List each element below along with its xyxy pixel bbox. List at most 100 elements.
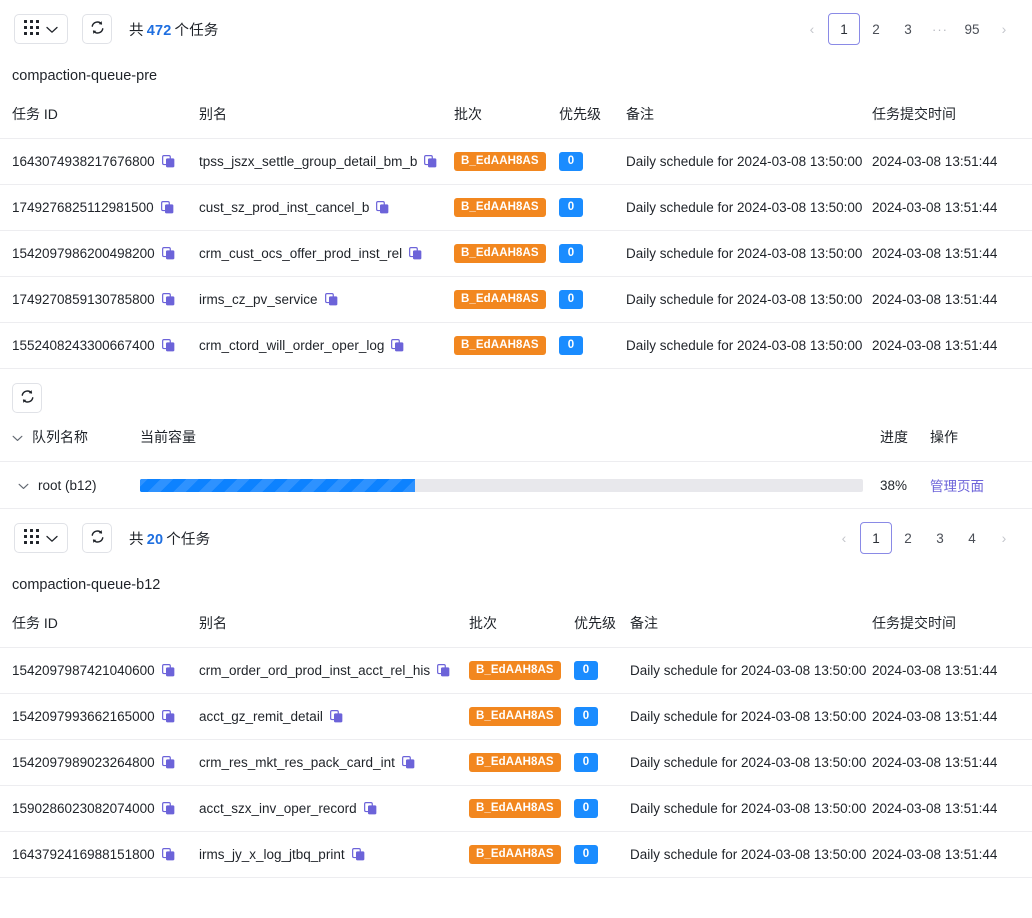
task-total-label: 共 472 个任务 — [129, 19, 219, 40]
pagination-page-2[interactable]: 2 — [872, 21, 880, 37]
cap-col-header-queue-name: 队列名称 — [0, 417, 140, 462]
grid-icon — [24, 20, 39, 38]
submit-time-value: 2024-03-08 13:51:44 — [872, 801, 998, 816]
task-id-value: 1643074938217676800 — [12, 154, 155, 169]
copy-icon[interactable] — [161, 848, 175, 861]
pagination-page-3[interactable]: 3 — [936, 530, 944, 546]
pagination-page-1[interactable]: 1 — [828, 13, 860, 45]
capacity-row[interactable]: root (b12) 38% 管理页面 — [0, 461, 1032, 509]
alias-value: irms_cz_pv_service — [199, 292, 318, 307]
table-row[interactable]: 1542097986200498200 crm_cust_ocs_offer_p… — [0, 230, 1032, 277]
pagination-prev-button[interactable]: ‹ — [809, 21, 815, 37]
manage-page-link[interactable]: 管理页面 — [930, 479, 984, 494]
pagination-page-4[interactable]: 4 — [968, 530, 976, 546]
copy-icon[interactable] — [329, 710, 343, 723]
copy-icon[interactable] — [376, 201, 389, 214]
table-row[interactable]: 1590286023082074000 acct_szx_inv_oper_re… — [0, 785, 1032, 832]
batch-badge: B_EdAAH8AS — [469, 706, 561, 727]
chevron-down-icon — [46, 531, 58, 546]
refresh-button-section-two[interactable] — [82, 523, 112, 553]
task-id-value: 1643792416988151800 — [12, 847, 155, 862]
pagination-page-2[interactable]: 2 — [904, 530, 912, 546]
remark-value: Daily schedule for 2024-03-08 13:50:00 — [630, 847, 867, 862]
chevron-down-icon[interactable] — [18, 478, 29, 493]
capacity-queue-name: root (b12) — [38, 477, 97, 493]
pagination-page-last[interactable]: 95 — [964, 21, 980, 37]
pagination-page-1[interactable]: 1 — [860, 522, 892, 554]
refresh-icon — [20, 389, 35, 407]
copy-icon[interactable] — [424, 155, 437, 168]
copy-icon[interactable] — [161, 247, 175, 260]
capacity-action-cell: 管理页面 — [930, 461, 1032, 509]
col-header-priority: 优先级 — [574, 615, 616, 631]
refresh-button-section-one[interactable] — [82, 14, 112, 44]
col-header-priority: 优先级 — [559, 106, 601, 122]
column-settings-button-two[interactable] — [14, 523, 68, 553]
refresh-button-capacity[interactable] — [12, 383, 42, 413]
task-total-label-two: 共 20 个任务 — [129, 528, 210, 549]
batch-badge: B_EdAAH8AS — [454, 243, 546, 264]
pagination-next-button[interactable]: › — [1001, 21, 1007, 37]
pagination-section-two: ‹ 1 2 3 4 › — [828, 522, 1020, 554]
pagination-page-3[interactable]: 3 — [904, 21, 912, 37]
copy-icon[interactable] — [161, 756, 175, 769]
col-header-remark: 备注 — [630, 615, 658, 631]
queue-caption-two: compaction-queue-b12 — [12, 577, 161, 593]
submit-time-value: 2024-03-08 13:51:44 — [872, 338, 998, 353]
table-row[interactable]: 1749270859130785800 irms_cz_pv_service B… — [0, 276, 1032, 323]
col-header-alias: 别名 — [199, 615, 227, 631]
table-row[interactable]: 1542097989023264800 crm_res_mkt_res_pack… — [0, 739, 1032, 786]
alias-value: crm_ctord_will_order_oper_log — [199, 338, 385, 353]
capacity-table: 队列名称 当前容量 进度 操作 root (b12) — [0, 417, 1032, 509]
priority-badge: 0 — [559, 289, 583, 310]
submit-time-value: 2024-03-08 13:51:44 — [872, 709, 998, 724]
copy-icon[interactable] — [401, 756, 415, 769]
copy-icon[interactable] — [391, 339, 404, 352]
batch-badge: B_EdAAH8AS — [469, 798, 561, 819]
pagination-ellipsis[interactable]: ··· — [932, 22, 948, 37]
copy-icon[interactable] — [161, 293, 175, 306]
capacity-progress-fill — [140, 478, 415, 492]
alias-value: cust_sz_prod_inst_cancel_b — [199, 200, 370, 215]
batch-badge: B_EdAAH8AS — [454, 289, 546, 310]
chevron-down-icon[interactable] — [12, 429, 23, 445]
copy-icon[interactable] — [161, 339, 175, 352]
copy-icon[interactable] — [161, 710, 175, 723]
priority-badge: 0 — [559, 197, 583, 218]
pagination-prev-button[interactable]: ‹ — [841, 530, 847, 546]
submit-time-value: 2024-03-08 13:51:44 — [872, 847, 998, 862]
table-row[interactable]: 1749276825112981500 cust_sz_prod_inst_ca… — [0, 184, 1032, 231]
alias-value: crm_cust_ocs_offer_prod_inst_rel — [199, 246, 403, 261]
remark-value: Daily schedule for 2024-03-08 13:50:00 — [626, 338, 863, 353]
submit-time-value: 2024-03-08 13:51:44 — [872, 200, 998, 215]
remark-value: Daily schedule for 2024-03-08 13:50:00 — [626, 154, 863, 169]
col-header-submit-time: 任务提交时间 — [872, 106, 956, 122]
copy-icon[interactable] — [351, 848, 365, 861]
table-row[interactable]: 1542097993662165000 acct_gz_remit_detail… — [0, 693, 1032, 740]
pagination-section-one: ‹ 1 2 3 ··· 95 › — [796, 13, 1020, 45]
copy-icon[interactable] — [324, 293, 338, 306]
copy-icon[interactable] — [437, 664, 450, 677]
table-row[interactable]: 1643074938217676800 tpss_jszx_settle_gro… — [0, 138, 1032, 185]
copy-icon[interactable] — [161, 155, 175, 168]
copy-icon[interactable] — [161, 664, 175, 677]
remark-value: Daily schedule for 2024-03-08 13:50:00 — [630, 709, 867, 724]
capacity-queue-cell: root (b12) — [0, 461, 140, 509]
copy-icon[interactable] — [160, 201, 174, 214]
priority-badge: 0 — [559, 335, 583, 356]
task-id-value: 1749276825112981500 — [12, 200, 154, 215]
pagination-next-button[interactable]: › — [1001, 530, 1007, 546]
batch-badge: B_EdAAH8AS — [469, 752, 561, 773]
cap-col-header-action: 操作 — [930, 429, 958, 445]
task-queue-page: 共 472 个任务 ‹ 1 2 3 ··· 95 › compaction-queu… — [0, 13, 1032, 878]
total-count: 472 — [146, 22, 172, 39]
copy-icon[interactable] — [363, 802, 377, 815]
chevron-down-icon — [46, 22, 58, 37]
copy-icon[interactable] — [161, 802, 175, 815]
table-row[interactable]: 1542097987421040600 crm_order_ord_prod_i… — [0, 647, 1032, 694]
col-header-batch: 批次 — [454, 106, 482, 122]
table-row[interactable]: 1643792416988151800 irms_jy_x_log_jtbq_p… — [0, 831, 1032, 878]
copy-icon[interactable] — [409, 247, 422, 260]
table-row[interactable]: 1552408243300667400 crm_ctord_will_order… — [0, 322, 1032, 369]
column-settings-button[interactable] — [14, 14, 68, 44]
